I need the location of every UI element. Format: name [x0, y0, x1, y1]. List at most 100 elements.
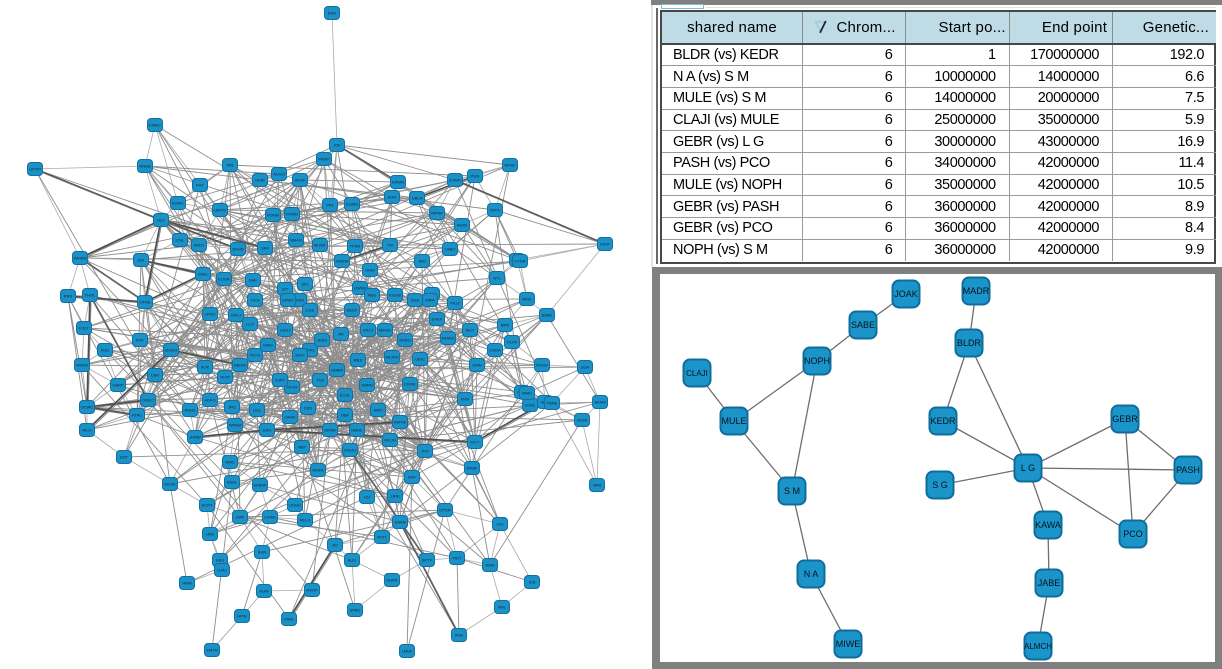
svg-text:EMTN: EMTN — [206, 648, 217, 653]
svg-text:OTRE: OTRE — [139, 300, 150, 305]
svg-text:FFWN: FFWN — [286, 212, 298, 217]
svg-text:OPFC: OPFC — [489, 208, 500, 213]
svg-text:UHAI: UHAI — [365, 268, 375, 273]
svg-text:GEBR: GEBR — [1112, 414, 1138, 424]
svg-text:SABE: SABE — [851, 320, 875, 330]
svg-text:TCA: TCA — [316, 378, 324, 383]
svg-text:S M: S M — [784, 486, 800, 496]
svg-text:JIK: JIK — [338, 332, 344, 337]
svg-text:ECRT: ECRT — [202, 503, 213, 508]
svg-text:NMPA: NMPA — [312, 468, 324, 473]
svg-text:WPNP: WPNP — [431, 211, 443, 216]
svg-text:MULE: MULE — [721, 416, 746, 426]
svg-text:CRAL: CRAL — [284, 617, 295, 622]
svg-text:KICT: KICT — [470, 440, 480, 445]
svg-text:LGWE: LGWE — [264, 515, 276, 520]
svg-text:ERMN: ERMN — [392, 180, 404, 185]
svg-text:CDEL: CDEL — [198, 272, 209, 277]
svg-text:IRDE: IRDE — [522, 297, 532, 302]
svg-text:EDA: EDA — [411, 298, 420, 303]
svg-text:CKD: CKD — [304, 406, 313, 411]
svg-text:LLO: LLO — [246, 322, 254, 327]
svg-text:SFK: SFK — [261, 246, 269, 251]
svg-text:OCWC: OCWC — [81, 405, 94, 410]
svg-text:BIWE: BIWE — [542, 313, 553, 318]
svg-text:KTAC: KTAC — [132, 413, 142, 418]
svg-text:HMC: HMC — [225, 460, 234, 465]
svg-text:EGGB: EGGB — [389, 293, 401, 298]
svg-text:HLF: HLF — [157, 218, 165, 223]
svg-text:S G: S G — [932, 480, 948, 490]
svg-text:PGSH: PGSH — [536, 363, 547, 368]
svg-text:PRL: PRL — [326, 203, 335, 208]
svg-text:SWN: SWN — [472, 363, 481, 368]
svg-text:DAG: DAG — [263, 428, 272, 433]
svg-text:THOL: THOL — [85, 293, 96, 298]
svg-text:AHB: AHB — [455, 633, 464, 638]
svg-text:PRWK: PRWK — [318, 157, 330, 162]
svg-text:HSJF: HSJF — [600, 242, 611, 247]
svg-text:TML: TML — [226, 163, 235, 168]
svg-text:PLTR: PLTR — [507, 340, 517, 345]
svg-text:RBJI: RBJI — [354, 358, 363, 363]
svg-text:UWNF: UWNF — [354, 286, 367, 291]
svg-text:IKJK: IKJK — [201, 365, 210, 370]
svg-text:TBNE: TBNE — [547, 401, 558, 406]
svg-text:OWLC: OWLC — [142, 398, 154, 403]
svg-text:JOAK: JOAK — [894, 289, 918, 299]
svg-text:LWWC: LWWC — [282, 298, 294, 303]
svg-text:HSU: HSU — [216, 558, 225, 563]
svg-text:HIW: HIW — [206, 532, 214, 537]
svg-text:DHRA: DHRA — [386, 578, 398, 583]
svg-text:HEG: HEG — [368, 293, 377, 298]
svg-text:KEDR: KEDR — [930, 416, 956, 426]
svg-text:NFLG: NFLG — [300, 518, 311, 523]
svg-text:EGMS: EGMS — [346, 202, 358, 207]
svg-text:LEI: LEI — [364, 495, 370, 500]
svg-text:RNL: RNL — [498, 605, 507, 610]
svg-text:JWRN: JWRN — [361, 383, 373, 388]
svg-text:CSOA: CSOA — [489, 348, 501, 353]
svg-text:LGOJ: LGOJ — [280, 328, 290, 333]
svg-text:LMEF: LMEF — [402, 649, 413, 654]
svg-text:LRRI: LRRI — [390, 494, 399, 499]
svg-text:CPOR: CPOR — [439, 508, 451, 513]
svg-text:ICT: ICT — [282, 287, 289, 292]
svg-text:TICA: TICA — [250, 298, 259, 303]
svg-text:RUR: RUR — [258, 550, 267, 555]
svg-text:SFL: SFL — [301, 282, 309, 287]
svg-text:JFD: JFD — [421, 449, 428, 454]
svg-text:SJFP: SJFP — [275, 378, 285, 383]
svg-text:PWS: PWS — [470, 174, 479, 179]
svg-text:ADFO: ADFO — [204, 398, 215, 403]
svg-text:WFBM: WFBM — [229, 423, 241, 428]
svg-text:HBHC: HBHC — [351, 428, 362, 433]
svg-text:ETMN: ETMN — [449, 178, 460, 183]
svg-text:KHN: KHN — [461, 397, 470, 402]
svg-text:MJW: MJW — [259, 589, 268, 594]
svg-text:UBTW: UBTW — [214, 208, 226, 213]
svg-text:MIFA: MIFA — [425, 298, 435, 303]
svg-text:CETH: CETH — [287, 385, 298, 390]
svg-text:RCIT: RCIT — [377, 535, 387, 540]
svg-text:IIO: IIO — [332, 543, 337, 548]
svg-text:AUGO: AUGO — [273, 172, 285, 177]
svg-text:FIDT: FIDT — [453, 556, 462, 561]
svg-text:ICB: ICB — [529, 580, 536, 585]
svg-text:RBM: RBM — [486, 563, 495, 568]
svg-text:HARP: HARP — [112, 383, 123, 388]
svg-text:JDF: JDF — [333, 143, 341, 148]
svg-text:JFIC: JFIC — [228, 405, 237, 410]
svg-text:PCO: PCO — [1123, 529, 1143, 539]
svg-text:MENG: MENG — [379, 328, 391, 333]
svg-text:WCJN: WCJN — [384, 438, 396, 443]
svg-text:MADR: MADR — [963, 286, 990, 296]
svg-text:HPM: HPM — [183, 581, 192, 586]
svg-text:SHDO: SHDO — [399, 338, 411, 343]
svg-text:KAWA: KAWA — [1035, 520, 1061, 530]
svg-text:IDCF: IDCF — [295, 353, 305, 358]
svg-text:RHWS: RHWS — [442, 336, 455, 341]
svg-text:EMEW: EMEW — [254, 483, 267, 488]
svg-text:OJJ: OJJ — [496, 522, 503, 527]
svg-text:CBH: CBH — [151, 373, 160, 378]
